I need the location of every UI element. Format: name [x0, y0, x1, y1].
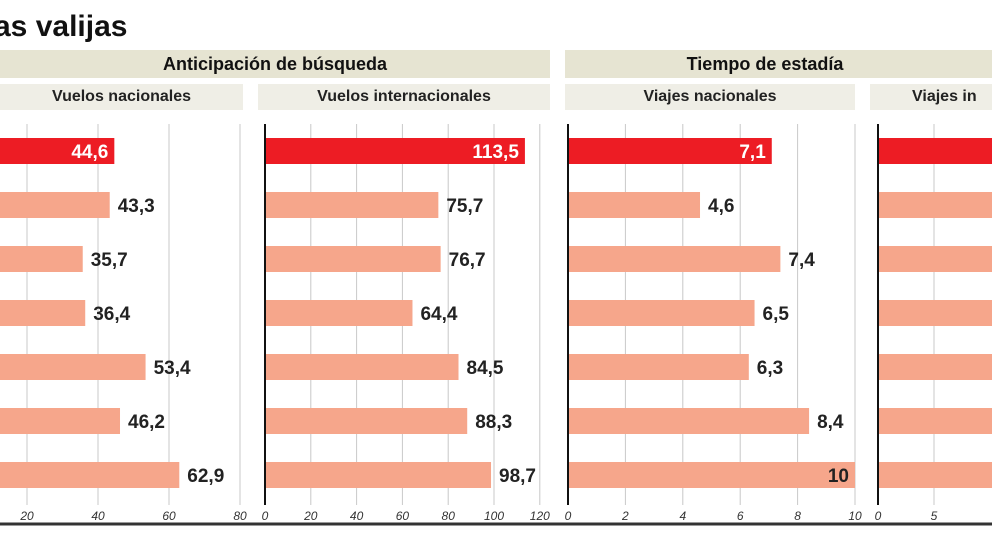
bar — [568, 246, 781, 272]
data-label: 76,7 — [449, 250, 486, 271]
bar — [568, 408, 810, 434]
tick-label: 60 — [162, 509, 176, 523]
group-header-anticipacion: Anticipación de búsqueda — [0, 50, 550, 78]
data-label: 64,4 — [420, 304, 457, 325]
tick-label: 60 — [396, 509, 410, 523]
tick-label: 20 — [303, 509, 318, 523]
bar — [0, 408, 121, 434]
bar — [265, 246, 441, 272]
bar — [265, 192, 439, 218]
data-label: 4,6 — [708, 196, 734, 217]
bar-highlight — [265, 138, 525, 164]
data-label: 8,4 — [817, 412, 844, 433]
data-label: 53,4 — [154, 358, 191, 379]
bar-highlight — [0, 138, 115, 164]
tick-label: 10 — [848, 509, 862, 523]
data-label: 75,7 — [446, 196, 483, 217]
tick-label: 8 — [794, 509, 801, 523]
data-label: 7,4 — [788, 250, 815, 271]
bar — [568, 462, 855, 488]
bar — [0, 462, 180, 488]
data-label: 7,1 — [739, 142, 766, 163]
data-label: 113,5 — [472, 142, 519, 163]
tick-label: 0 — [875, 509, 882, 523]
bar — [265, 462, 492, 488]
bar — [878, 192, 992, 218]
tick-label: 20 — [19, 509, 34, 523]
bar-highlight — [568, 138, 772, 164]
data-label: 84,5 — [467, 358, 504, 379]
bar — [568, 192, 701, 218]
bar — [265, 354, 459, 380]
bar — [878, 462, 992, 488]
tick-label: 80 — [442, 509, 456, 523]
tick-label: 5 — [931, 509, 938, 523]
bar — [878, 354, 992, 380]
chart-title: as valijas — [0, 10, 128, 43]
tick-label: 2 — [621, 509, 629, 523]
bar — [265, 408, 468, 434]
data-label: 6,5 — [763, 304, 790, 325]
tick-label: 6 — [737, 509, 744, 523]
bar-highlight — [878, 138, 992, 164]
panel-title-viajes-internacionales: Viajes in — [870, 84, 992, 110]
tick-label: 40 — [91, 509, 105, 523]
bar — [878, 246, 992, 272]
bar — [568, 354, 749, 380]
data-label: 44,6 — [71, 142, 108, 163]
bar — [878, 408, 992, 434]
data-label: 36,4 — [93, 304, 130, 325]
group-header-estadia: Tiempo de estadía — [565, 50, 992, 78]
panel-title-vuelos-internacionales: Vuelos internacionales — [258, 84, 550, 110]
tick-label: 4 — [679, 509, 686, 523]
bar — [265, 300, 413, 326]
bar — [0, 192, 110, 218]
tick-label: 100 — [484, 509, 504, 523]
data-label: 35,7 — [91, 250, 128, 271]
data-label: 46,2 — [128, 412, 165, 433]
tick-label: 80 — [233, 509, 247, 523]
tick-label: 0 — [565, 509, 572, 523]
tick-label: 120 — [530, 509, 550, 523]
data-label: 62,9 — [187, 466, 224, 487]
data-label: 98,7 — [499, 466, 536, 487]
data-label: 43,3 — [118, 196, 155, 217]
bar — [878, 300, 992, 326]
panel-title-viajes-nacionales: Viajes nacionales — [565, 84, 855, 110]
data-label: 88,3 — [475, 412, 512, 433]
bar — [0, 300, 86, 326]
bar — [0, 246, 83, 272]
data-label: 10 — [828, 466, 849, 487]
tick-label: 0 — [262, 509, 269, 523]
data-label: 6,3 — [757, 358, 783, 379]
bar — [568, 300, 755, 326]
tick-label: 40 — [350, 509, 364, 523]
bar — [0, 354, 146, 380]
panel-title-vuelos-nacionales: Vuelos nacionales — [0, 84, 243, 110]
